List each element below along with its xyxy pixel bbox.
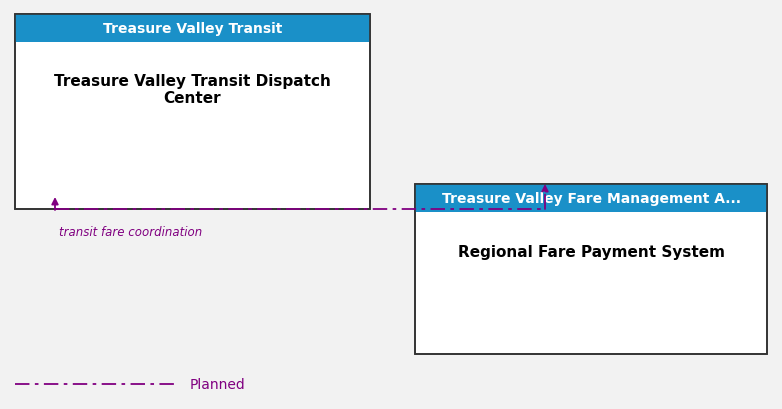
Bar bbox=[15, 15, 370, 209]
Bar bbox=[15, 15, 370, 43]
Text: Treasure Valley Transit Dispatch
Center: Treasure Valley Transit Dispatch Center bbox=[54, 73, 331, 106]
Text: Treasure Valley Transit: Treasure Valley Transit bbox=[102, 22, 282, 36]
Bar bbox=[15, 15, 370, 209]
Bar bbox=[415, 184, 767, 354]
Text: Regional Fare Payment System: Regional Fare Payment System bbox=[457, 245, 724, 260]
Text: Treasure Valley Fare Management A...: Treasure Valley Fare Management A... bbox=[442, 191, 741, 205]
Bar bbox=[415, 184, 767, 213]
Text: transit fare coordination: transit fare coordination bbox=[59, 225, 203, 238]
Bar bbox=[415, 184, 767, 354]
Text: Planned: Planned bbox=[190, 377, 246, 391]
